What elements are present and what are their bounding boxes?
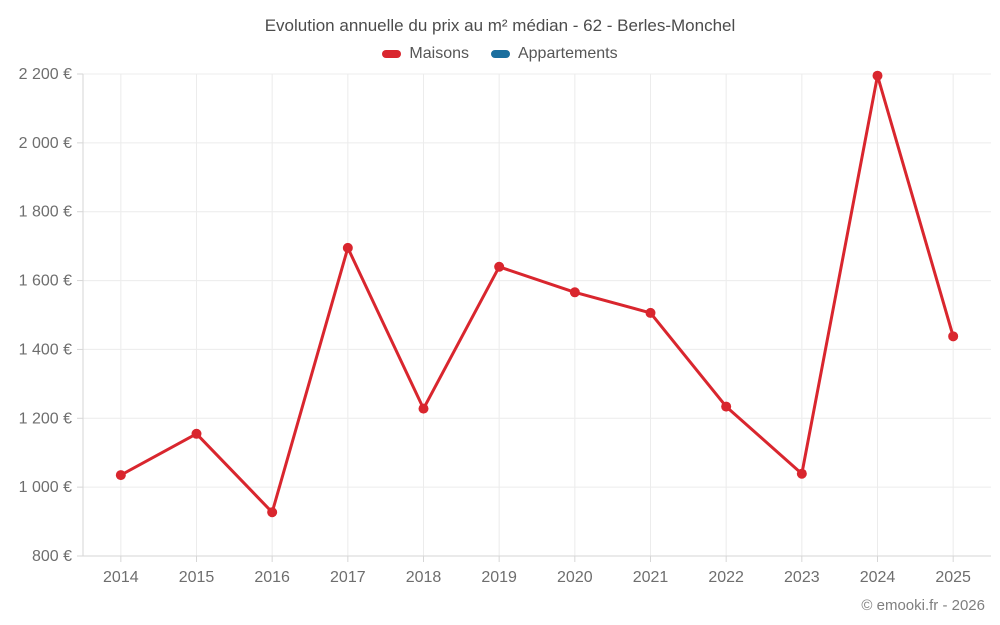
chart-legend: Maisons Appartements [0,45,1000,63]
x-tick-label: 2023 [784,569,820,586]
data-point-maisons[interactable] [645,307,656,318]
y-tick-label: 1 400 € [19,341,72,358]
data-point-maisons[interactable] [796,468,807,479]
copyright-text: © emooki.fr - 2026 [861,597,985,614]
legend-label-appartements: Appartements [517,45,618,62]
data-point-maisons[interactable] [494,261,505,272]
maisons-series-swatch-icon [382,50,402,58]
x-tick-label: 2025 [935,569,971,586]
data-point-maisons[interactable] [872,70,883,81]
appartements-series-swatch-icon [490,50,510,58]
y-tick-label: 1 800 € [19,204,72,221]
x-tick-label: 2021 [633,569,669,586]
data-point-maisons[interactable] [948,331,959,342]
y-tick-label: 2 000 € [19,135,72,152]
x-tick-label: 2014 [103,569,139,586]
legend-item-maisons[interactable]: Maisons [382,45,469,63]
x-tick-label: 2024 [860,569,896,586]
y-tick-label: 800 € [32,548,72,565]
data-point-maisons[interactable] [115,470,126,481]
data-point-maisons[interactable] [342,242,353,253]
x-tick-label: 2015 [179,569,215,586]
chart-title: Evolution annuelle du prix au m² médian … [264,16,736,35]
x-tick-label: 2016 [254,569,290,586]
x-tick-label: 2022 [708,569,744,586]
x-tick-label: 2017 [330,569,366,586]
data-point-maisons[interactable] [191,428,202,439]
x-tick-label: 2019 [481,569,517,586]
legend-item-appartements[interactable]: Appartements [490,45,618,63]
data-point-maisons[interactable] [418,403,429,414]
y-tick-label: 1 600 € [19,273,72,290]
data-point-maisons[interactable] [721,401,732,412]
data-point-maisons[interactable] [267,507,278,518]
data-point-maisons[interactable] [569,287,580,298]
legend-label-maisons: Maisons [409,45,469,62]
y-tick-label: 1 200 € [19,410,72,427]
x-tick-label: 2018 [406,569,442,586]
y-tick-label: 1 000 € [19,479,72,496]
series-line-maisons [119,74,955,514]
y-tick-label: 2 200 € [19,66,72,83]
x-tick-label: 2020 [557,569,593,586]
